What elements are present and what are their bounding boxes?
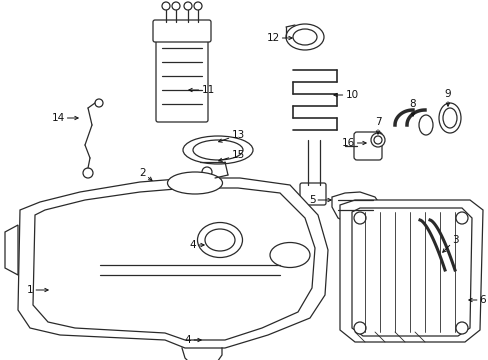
Circle shape: [83, 168, 93, 178]
Ellipse shape: [438, 103, 460, 133]
Text: 1: 1: [27, 285, 48, 295]
Polygon shape: [339, 200, 482, 342]
Circle shape: [202, 167, 212, 177]
FancyBboxPatch shape: [353, 132, 381, 160]
Ellipse shape: [183, 136, 252, 164]
Circle shape: [95, 99, 103, 107]
Ellipse shape: [193, 140, 243, 160]
Text: 16: 16: [341, 138, 366, 148]
Text: 5: 5: [308, 195, 330, 205]
Circle shape: [455, 212, 467, 224]
Polygon shape: [331, 192, 381, 225]
Text: 11: 11: [188, 85, 214, 95]
Ellipse shape: [285, 24, 324, 50]
Polygon shape: [18, 178, 327, 348]
FancyBboxPatch shape: [153, 20, 210, 42]
Text: 2: 2: [140, 168, 152, 180]
Circle shape: [353, 212, 365, 224]
Text: 13: 13: [218, 130, 244, 142]
Circle shape: [455, 322, 467, 334]
Text: 8: 8: [409, 99, 415, 116]
Ellipse shape: [197, 222, 242, 257]
Text: 3: 3: [442, 235, 457, 252]
FancyBboxPatch shape: [299, 183, 325, 205]
Text: 4: 4: [184, 335, 201, 345]
Text: 9: 9: [444, 89, 450, 106]
FancyBboxPatch shape: [156, 38, 207, 122]
Ellipse shape: [204, 229, 235, 251]
Circle shape: [162, 2, 170, 10]
Circle shape: [183, 2, 192, 10]
Text: 12: 12: [266, 33, 291, 43]
Ellipse shape: [418, 115, 432, 135]
Ellipse shape: [415, 265, 437, 279]
Text: 7: 7: [374, 117, 381, 134]
Ellipse shape: [167, 172, 222, 194]
Circle shape: [353, 322, 365, 334]
Circle shape: [194, 2, 202, 10]
Ellipse shape: [269, 243, 309, 267]
Text: 10: 10: [333, 90, 358, 100]
Circle shape: [370, 133, 384, 147]
Text: 14: 14: [51, 113, 78, 123]
Circle shape: [373, 136, 381, 144]
Ellipse shape: [417, 211, 435, 225]
Polygon shape: [5, 225, 18, 275]
Ellipse shape: [292, 29, 316, 45]
Text: 4: 4: [189, 240, 203, 250]
Ellipse shape: [442, 108, 456, 128]
Text: 15: 15: [218, 150, 244, 162]
Text: 6: 6: [468, 295, 486, 305]
Circle shape: [172, 2, 180, 10]
